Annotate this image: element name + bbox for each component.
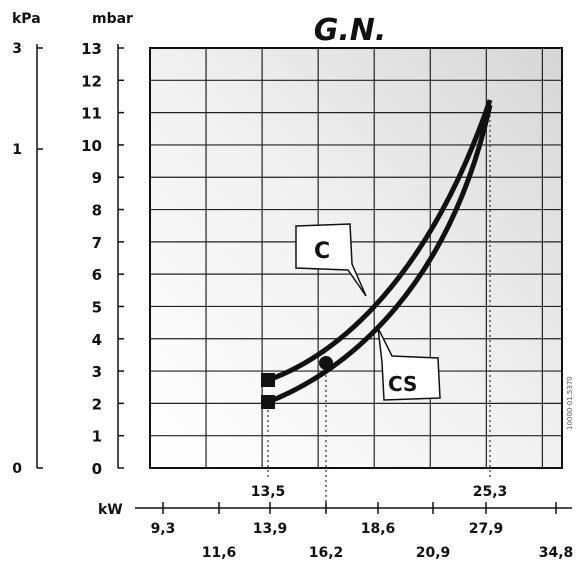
x-ticks-row2: 9,3 13,9 18,6 27,9	[151, 502, 504, 537]
x-tick-label: 16,2	[309, 545, 344, 561]
series-line-c	[267, 99, 493, 383]
mbar-tick-label: 9	[92, 169, 102, 187]
mbar-tick-label: 2	[92, 395, 102, 413]
operating-point-marker	[319, 356, 333, 370]
mbar-tick-label: 3	[92, 363, 102, 381]
mbar-tick-label: 7	[92, 234, 102, 252]
mbar-tick-label: 6	[92, 266, 102, 284]
x-tick-label: 13,9	[253, 521, 288, 537]
x-tick-label: 27,9	[469, 521, 504, 537]
kpa-ticks: 3 1 0	[12, 41, 43, 477]
x-tick-label: 25,3	[473, 484, 508, 500]
x-ticks-row1: 13,5 25,3	[251, 484, 508, 500]
x-ticks-row3: 11,6 16,2 20,9 34,8	[202, 502, 574, 561]
x-tick-label: 11,6	[202, 545, 237, 561]
callout-c-label: C	[314, 239, 330, 264]
callout-c-box	[295, 223, 367, 297]
kpa-tick-label: 1	[12, 142, 22, 158]
x-tick-label: 13,5	[251, 484, 286, 500]
series-line-cs	[267, 104, 493, 405]
x-tick-label: 18,6	[361, 521, 396, 537]
x-tick-label: 20,9	[416, 545, 451, 561]
mbar-tick-label: 1	[92, 428, 102, 446]
kpa-unit-label: kPa	[12, 11, 41, 27]
mbar-unit-label: mbar	[92, 11, 133, 27]
mbar-tick-label: 13	[81, 40, 102, 58]
plot-area	[150, 48, 562, 468]
x-tick-label: 9,3	[151, 521, 176, 537]
plot-frame	[149, 47, 563, 469]
mbar-tick-label: 10	[81, 137, 102, 155]
chart-title: G.N.	[314, 13, 387, 48]
mbar-tick-label: 12	[81, 72, 102, 90]
callout-cs-label: CS	[388, 372, 417, 396]
kpa-tick-label: 3	[12, 41, 22, 57]
callout-cs-box	[377, 327, 441, 401]
mbar-tick-label: 0	[92, 460, 102, 478]
x-tick-label: 34,8	[539, 545, 574, 561]
mbar-tick-label: 4	[92, 331, 102, 349]
mbar-tick-label: 5	[92, 298, 102, 316]
mbar-tick-label: 11	[81, 105, 102, 123]
kw-unit-label: kW	[98, 502, 123, 518]
kpa-tick-label: 0	[12, 461, 22, 477]
mbar-tick-label: 8	[92, 202, 102, 220]
watermark: 10000-01.5370	[566, 376, 574, 430]
series-c-start-marker	[261, 373, 275, 387]
series-cs-start-marker	[261, 395, 275, 409]
